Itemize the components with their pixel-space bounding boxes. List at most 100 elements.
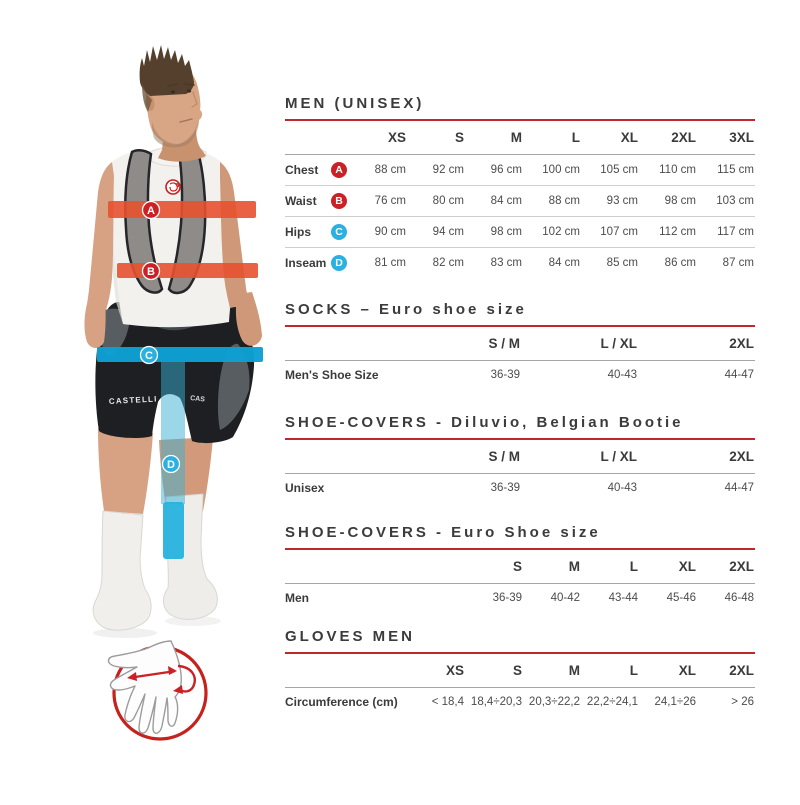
hand-outline-icon (107, 640, 182, 734)
marker-d-badge: D (161, 454, 181, 474)
size-table-men-unisex: XS S M L XL 2XL 3XL Chest A 88 cm 92 cm 96 cm 100 cm… (285, 121, 755, 278)
size-column-header: 3XL (697, 121, 755, 155)
size-table-shoe-covers-euro: S M L XL 2XL Men 36-39 40-42 43-44 45-46 46-48 (285, 550, 755, 612)
section-gloves-men: GLOVES MEN XS S M L XL 2XL Circumference (cm) <… (285, 628, 755, 716)
size-value: 43-44 (608, 592, 638, 604)
size-table-gloves-men: XS S M L XL 2XL Circumference (cm) < 18,4 18,4÷2… (285, 654, 755, 716)
size-value: 88 cm (523, 185, 581, 217)
size-value: 40-43 (607, 482, 637, 494)
bib-strap-left (124, 149, 164, 294)
shorts-side-panel (217, 343, 250, 430)
size-column-header: XS (407, 654, 465, 688)
measure-marker-badge-b: B (331, 193, 347, 209)
eye (186, 89, 192, 93)
hair (139, 45, 194, 96)
circumference-arrows-icon (127, 664, 196, 694)
size-column-header: 2XL (697, 550, 755, 584)
chest-measure-band (108, 201, 256, 218)
size-value: 81 cm (349, 247, 407, 278)
size-column-header: L (523, 121, 581, 155)
size-value: 18,4÷20,3 (470, 696, 522, 708)
row-label: Hips (285, 225, 312, 239)
row-label: Men (285, 591, 309, 605)
size-value: 40-43 (607, 369, 637, 381)
size-value: > 26 (731, 696, 754, 708)
size-column-header: M (465, 121, 523, 155)
size-value: 98 cm (465, 216, 523, 248)
size-value: 76 cm (349, 185, 407, 217)
size-value: 98 cm (639, 185, 697, 217)
size-column-header: XS (349, 121, 407, 155)
section-title: MEN (UNISEX) (285, 95, 755, 121)
row-label: Circumference (cm) (285, 695, 398, 709)
section-shoe-covers-euro: SHOE-COVERS - Euro Shoe size S M L XL 2XL Men… (285, 524, 755, 612)
glove-measure-diagram (107, 640, 208, 741)
size-value: 94 cm (407, 216, 465, 248)
mouth (179, 118, 193, 123)
size-row: Unisex 36-39 40-43 44-47 (285, 474, 755, 503)
size-value: 22,2÷24,1 (586, 696, 638, 708)
size-value: 46-48 (724, 592, 754, 604)
svg-text:B: B (147, 266, 155, 278)
size-row: Men 36-39 40-42 43-44 45-46 46-48 (285, 584, 755, 613)
inseam-measure-band-upper (161, 362, 185, 504)
size-tables-panel: MEN (UNISEX) XS S M L XL 2XL 3XL Chest A 88 cm 92 … (285, 95, 755, 716)
size-row: Circumference (cm) < 18,4 18,4÷20,3 20,3÷22… (285, 688, 755, 717)
svg-text:C: C (145, 350, 153, 362)
size-column-header: 2XL (638, 327, 755, 361)
hair-fade (142, 84, 152, 112)
size-column-header: L / XL (521, 440, 638, 474)
left-arm (87, 162, 114, 310)
size-column-header: XL (639, 550, 697, 584)
left-sock (92, 510, 152, 631)
section-shoe-covers-diluvio: SHOE-COVERS - Diluvio, Belgian Bootie S … (285, 414, 755, 502)
row-label: Chest (285, 163, 319, 177)
size-value: 45-46 (666, 592, 696, 604)
size-value: 36-39 (492, 592, 522, 604)
size-column-header: S (465, 654, 523, 688)
section-title: SHOE-COVERS - Euro Shoe size (285, 524, 755, 550)
svg-text:D: D (167, 459, 175, 471)
marker-a-badge: A (141, 200, 161, 220)
size-row: Men's Shoe Size 36-39 40-43 44-47 (285, 361, 755, 390)
size-column-header: M (523, 550, 581, 584)
size-value: 40-42 (550, 592, 580, 604)
section-title: SOCKS – Euro shoe size (285, 301, 755, 327)
size-value: 83 cm (465, 247, 523, 278)
size-value: 103 cm (697, 185, 755, 217)
size-column-header: L (581, 654, 639, 688)
size-value: 80 cm (407, 185, 465, 217)
measure-marker-badge-a: A (331, 162, 347, 178)
waist-measure-band (117, 263, 258, 278)
size-value: 36-39 (490, 482, 520, 494)
row-label: Waist (285, 194, 317, 208)
size-value: 107 cm (581, 216, 639, 248)
size-column-header: S / M (404, 440, 521, 474)
brand-text-partial: CAS (190, 395, 206, 404)
size-column-header: S (465, 550, 523, 584)
size-value: 87 cm (697, 247, 755, 278)
header-spacer (285, 654, 407, 688)
size-column-header: 2XL (638, 440, 755, 474)
size-value: 20,3÷22,2 (528, 696, 580, 708)
size-value: 105 cm (600, 164, 638, 176)
size-header-row: S M L XL 2XL (285, 550, 755, 584)
size-value: 86 cm (639, 247, 697, 278)
size-value: 112 cm (639, 216, 697, 248)
size-value: 84 cm (523, 247, 581, 278)
measure-marker-badge-c: C (331, 224, 347, 240)
size-value: 100 cm (542, 164, 580, 176)
size-value: 24,1÷26 (654, 696, 697, 708)
inseam-measure-band-lower (163, 502, 184, 559)
size-value: 117 cm (697, 216, 755, 248)
scorpion-glyph (169, 182, 179, 192)
nose (191, 91, 198, 108)
marker-c-badge: C (139, 345, 159, 365)
size-value: 115 cm (717, 164, 754, 176)
hips-measure-band (97, 347, 263, 362)
size-column-header: L (581, 550, 639, 584)
